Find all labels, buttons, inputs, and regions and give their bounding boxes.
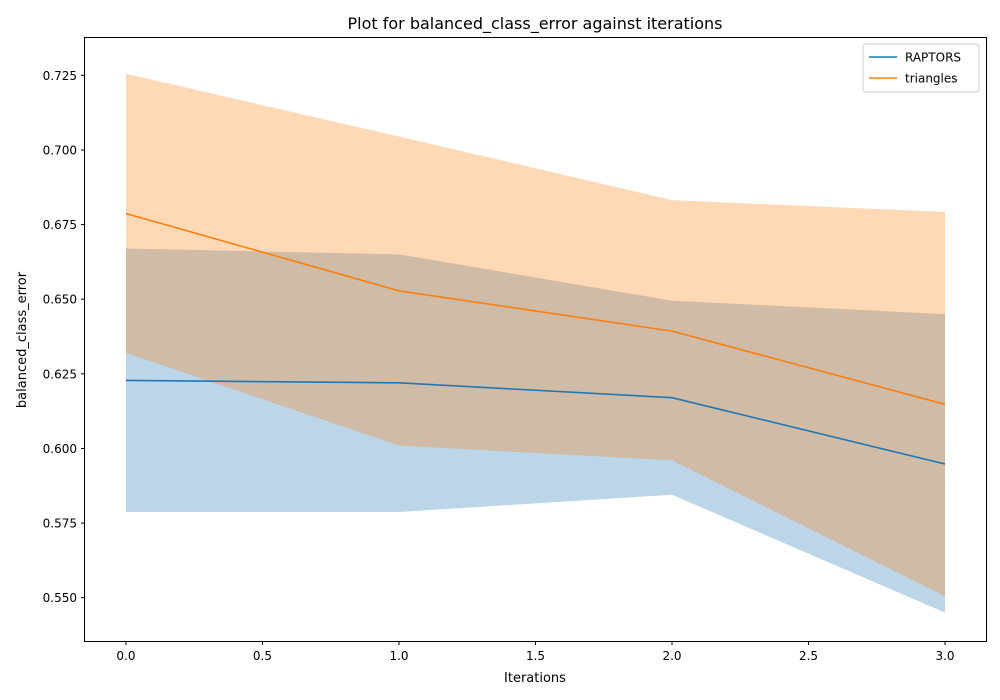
- y-axis-ticks: 0.550 0.575 0.600 0.625 0.650 0.675 0.700 0.725: [43, 69, 85, 605]
- x-axis-label: Iterations: [504, 671, 566, 686]
- legend-box: [862, 43, 980, 93]
- chart-title: Plot for balanced_class_error against it…: [348, 14, 723, 34]
- x-tick-label: 0.5: [253, 649, 272, 663]
- x-tick-label: 1.5: [526, 649, 545, 663]
- x-tick-label: 2.0: [662, 649, 681, 663]
- x-tick-label: 1.0: [389, 649, 408, 663]
- y-tick-label: 0.700: [43, 143, 77, 157]
- x-axis-ticks: 0.0 0.5 1.0 1.5 2.0 2.5 3.0: [116, 641, 955, 663]
- series-lines: [125, 212, 946, 465]
- y-tick-label: 0.625: [43, 367, 77, 381]
- x-tick-label: 0.0: [116, 649, 135, 663]
- legend: RAPTORS triangles: [862, 43, 980, 93]
- y-tick-label: 0.650: [43, 293, 77, 307]
- y-tick-label: 0.600: [43, 442, 77, 456]
- y-axis-label: balanced_class_error: [15, 271, 30, 408]
- band-raptors: [126, 248, 945, 613]
- legend-label-raptors: RAPTORS: [905, 51, 961, 65]
- band-triangles: [126, 73, 945, 597]
- y-tick-label: 0.575: [43, 517, 77, 531]
- x-tick-label: 3.0: [935, 649, 954, 663]
- line-raptors: [125, 379, 946, 465]
- y-tick-label: 0.675: [43, 218, 77, 232]
- legend-label-triangles: triangles: [905, 72, 958, 86]
- confidence-bands: [126, 73, 945, 613]
- y-tick-label: 0.550: [43, 591, 77, 605]
- line-triangles: [125, 212, 946, 406]
- x-tick-label: 2.5: [799, 649, 818, 663]
- y-tick-label: 0.725: [43, 69, 77, 83]
